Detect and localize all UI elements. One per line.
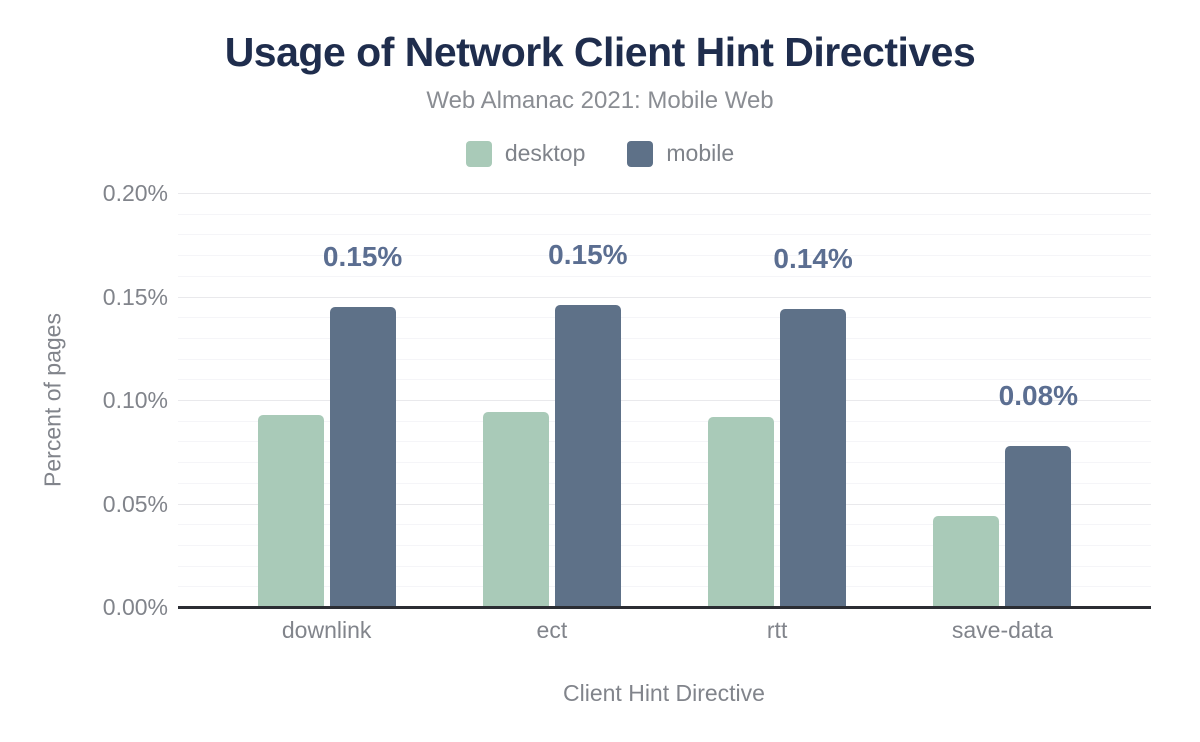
x-tick-label-ect: ect (536, 617, 568, 643)
minor-gridline (178, 234, 1151, 236)
bar-mobile-rtt (780, 308, 847, 607)
bar-mobile-save-data (1005, 445, 1072, 607)
minor-gridline (178, 524, 1151, 526)
minor-gridline (178, 420, 1151, 422)
minor-gridline (178, 358, 1151, 360)
y-tick-label-0.00%: 0.00% (102, 594, 168, 620)
legend-label-desktop: desktop (504, 140, 586, 166)
chart-title: Usage of Network Client Hint Directives (224, 29, 976, 75)
bar-value-label-rtt: 0.14% (773, 242, 853, 274)
bar-value-label-downlink: 0.15% (322, 240, 403, 272)
legend-item-mobile: mobile (627, 140, 734, 167)
minor-gridline (178, 275, 1151, 277)
bar-desktop-ect (482, 412, 549, 607)
bar-desktop-downlink (257, 414, 324, 607)
bar-mobile-ect (554, 304, 621, 607)
minor-gridline (178, 462, 1151, 464)
bar-value-label-save-data: 0.08% (998, 379, 1079, 411)
bar-mobile-downlink (329, 306, 396, 607)
minor-gridline (178, 586, 1151, 588)
minor-gridline (178, 337, 1151, 339)
y-tick-label-0.10%: 0.10% (102, 387, 168, 413)
major-gridline (178, 296, 1151, 298)
bar-desktop-save-data (933, 515, 1000, 607)
plot-area: 0.15% 0.15% 0.14% 0.08% (178, 193, 1151, 607)
minor-gridline (178, 379, 1151, 381)
major-gridline (178, 503, 1151, 505)
major-gridline (178, 193, 1151, 194)
chart-subtitle: Web Almanac 2021: Mobile Web (426, 87, 774, 114)
major-gridline (178, 400, 1151, 401)
y-tick-label-0.20%: 0.20% (102, 180, 168, 206)
minor-gridline (178, 213, 1151, 215)
minor-gridline (178, 441, 1151, 443)
x-tick-label-save-data: save-data (951, 617, 1053, 643)
minor-gridline (178, 482, 1151, 484)
legend: desktop mobile (0, 140, 1200, 167)
x-axis-title: Client Hint Directive (563, 680, 765, 706)
minor-gridline (178, 544, 1151, 546)
legend-swatch-mobile-icon (627, 140, 654, 167)
x-tick-label-downlink: downlink (281, 617, 372, 643)
minor-gridline (178, 317, 1151, 319)
x-tick-label-rtt: rtt (766, 617, 788, 643)
y-tick-label-0.05%: 0.05% (102, 490, 168, 517)
minor-gridline (178, 565, 1151, 567)
y-tick-label-0.15%: 0.15% (102, 283, 168, 310)
legend-item-desktop: desktop (465, 140, 586, 167)
bar-value-label-ect: 0.15% (548, 238, 628, 270)
x-axis-line (178, 606, 1151, 609)
minor-gridline (178, 255, 1151, 257)
legend-label-mobile: mobile (666, 140, 735, 166)
bar-desktop-rtt (708, 416, 775, 607)
legend-swatch-desktop-icon (465, 140, 492, 167)
